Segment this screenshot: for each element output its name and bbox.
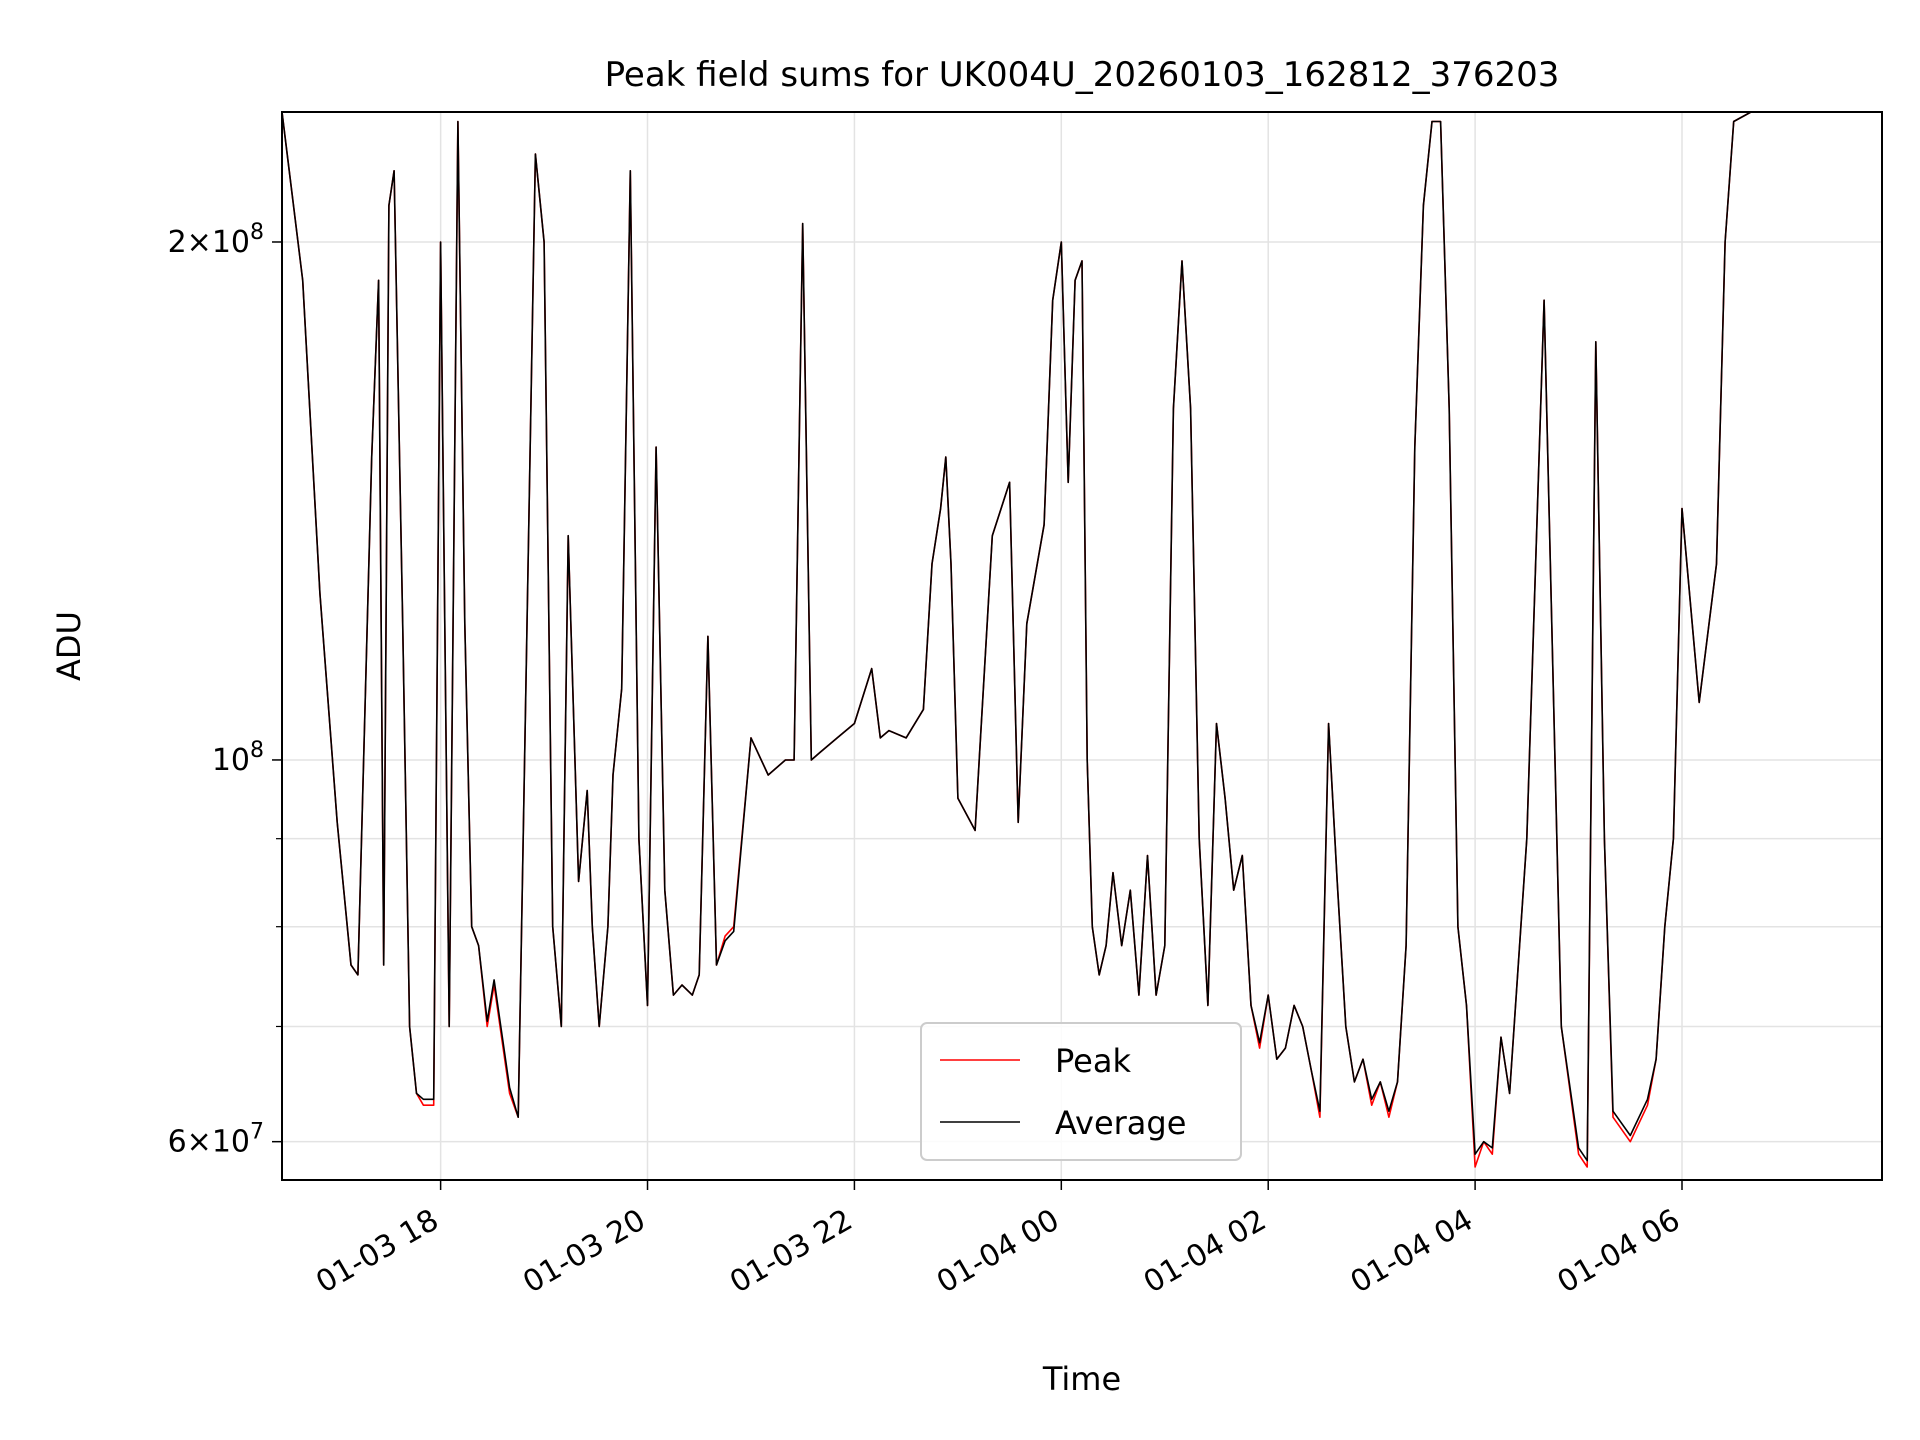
chart-title: Peak field sums for UK004U_20260103_1628…: [605, 55, 1560, 95]
y-tick-label: 108: [212, 738, 264, 778]
x-axis-label: Time: [1042, 1360, 1121, 1398]
legend-label-peak: Peak: [1055, 1042, 1131, 1080]
legend-label-average: Average: [1055, 1104, 1186, 1142]
plot-frame: [281, 111, 1883, 1181]
series-line-average: [282, 112, 1752, 1162]
y-tick-label: 6×107: [168, 1120, 264, 1160]
y-tick-exponent: 8: [250, 738, 264, 763]
y-axis: 6×107 108 2×108: [168, 220, 282, 1160]
y-tick-exponent: 7: [250, 1120, 264, 1145]
y-axis-label: ADU: [50, 611, 88, 681]
y-tick-mantissa: 2: [168, 225, 187, 260]
y-tick-mantissa: 6: [168, 1125, 187, 1160]
legend: Peak Average: [920, 1022, 1242, 1161]
y-tick-label: 2×108: [168, 220, 264, 260]
legend-box: [920, 1022, 1242, 1161]
plot-lines: [282, 112, 1752, 1168]
y-tick-exponent: 8: [250, 220, 264, 245]
